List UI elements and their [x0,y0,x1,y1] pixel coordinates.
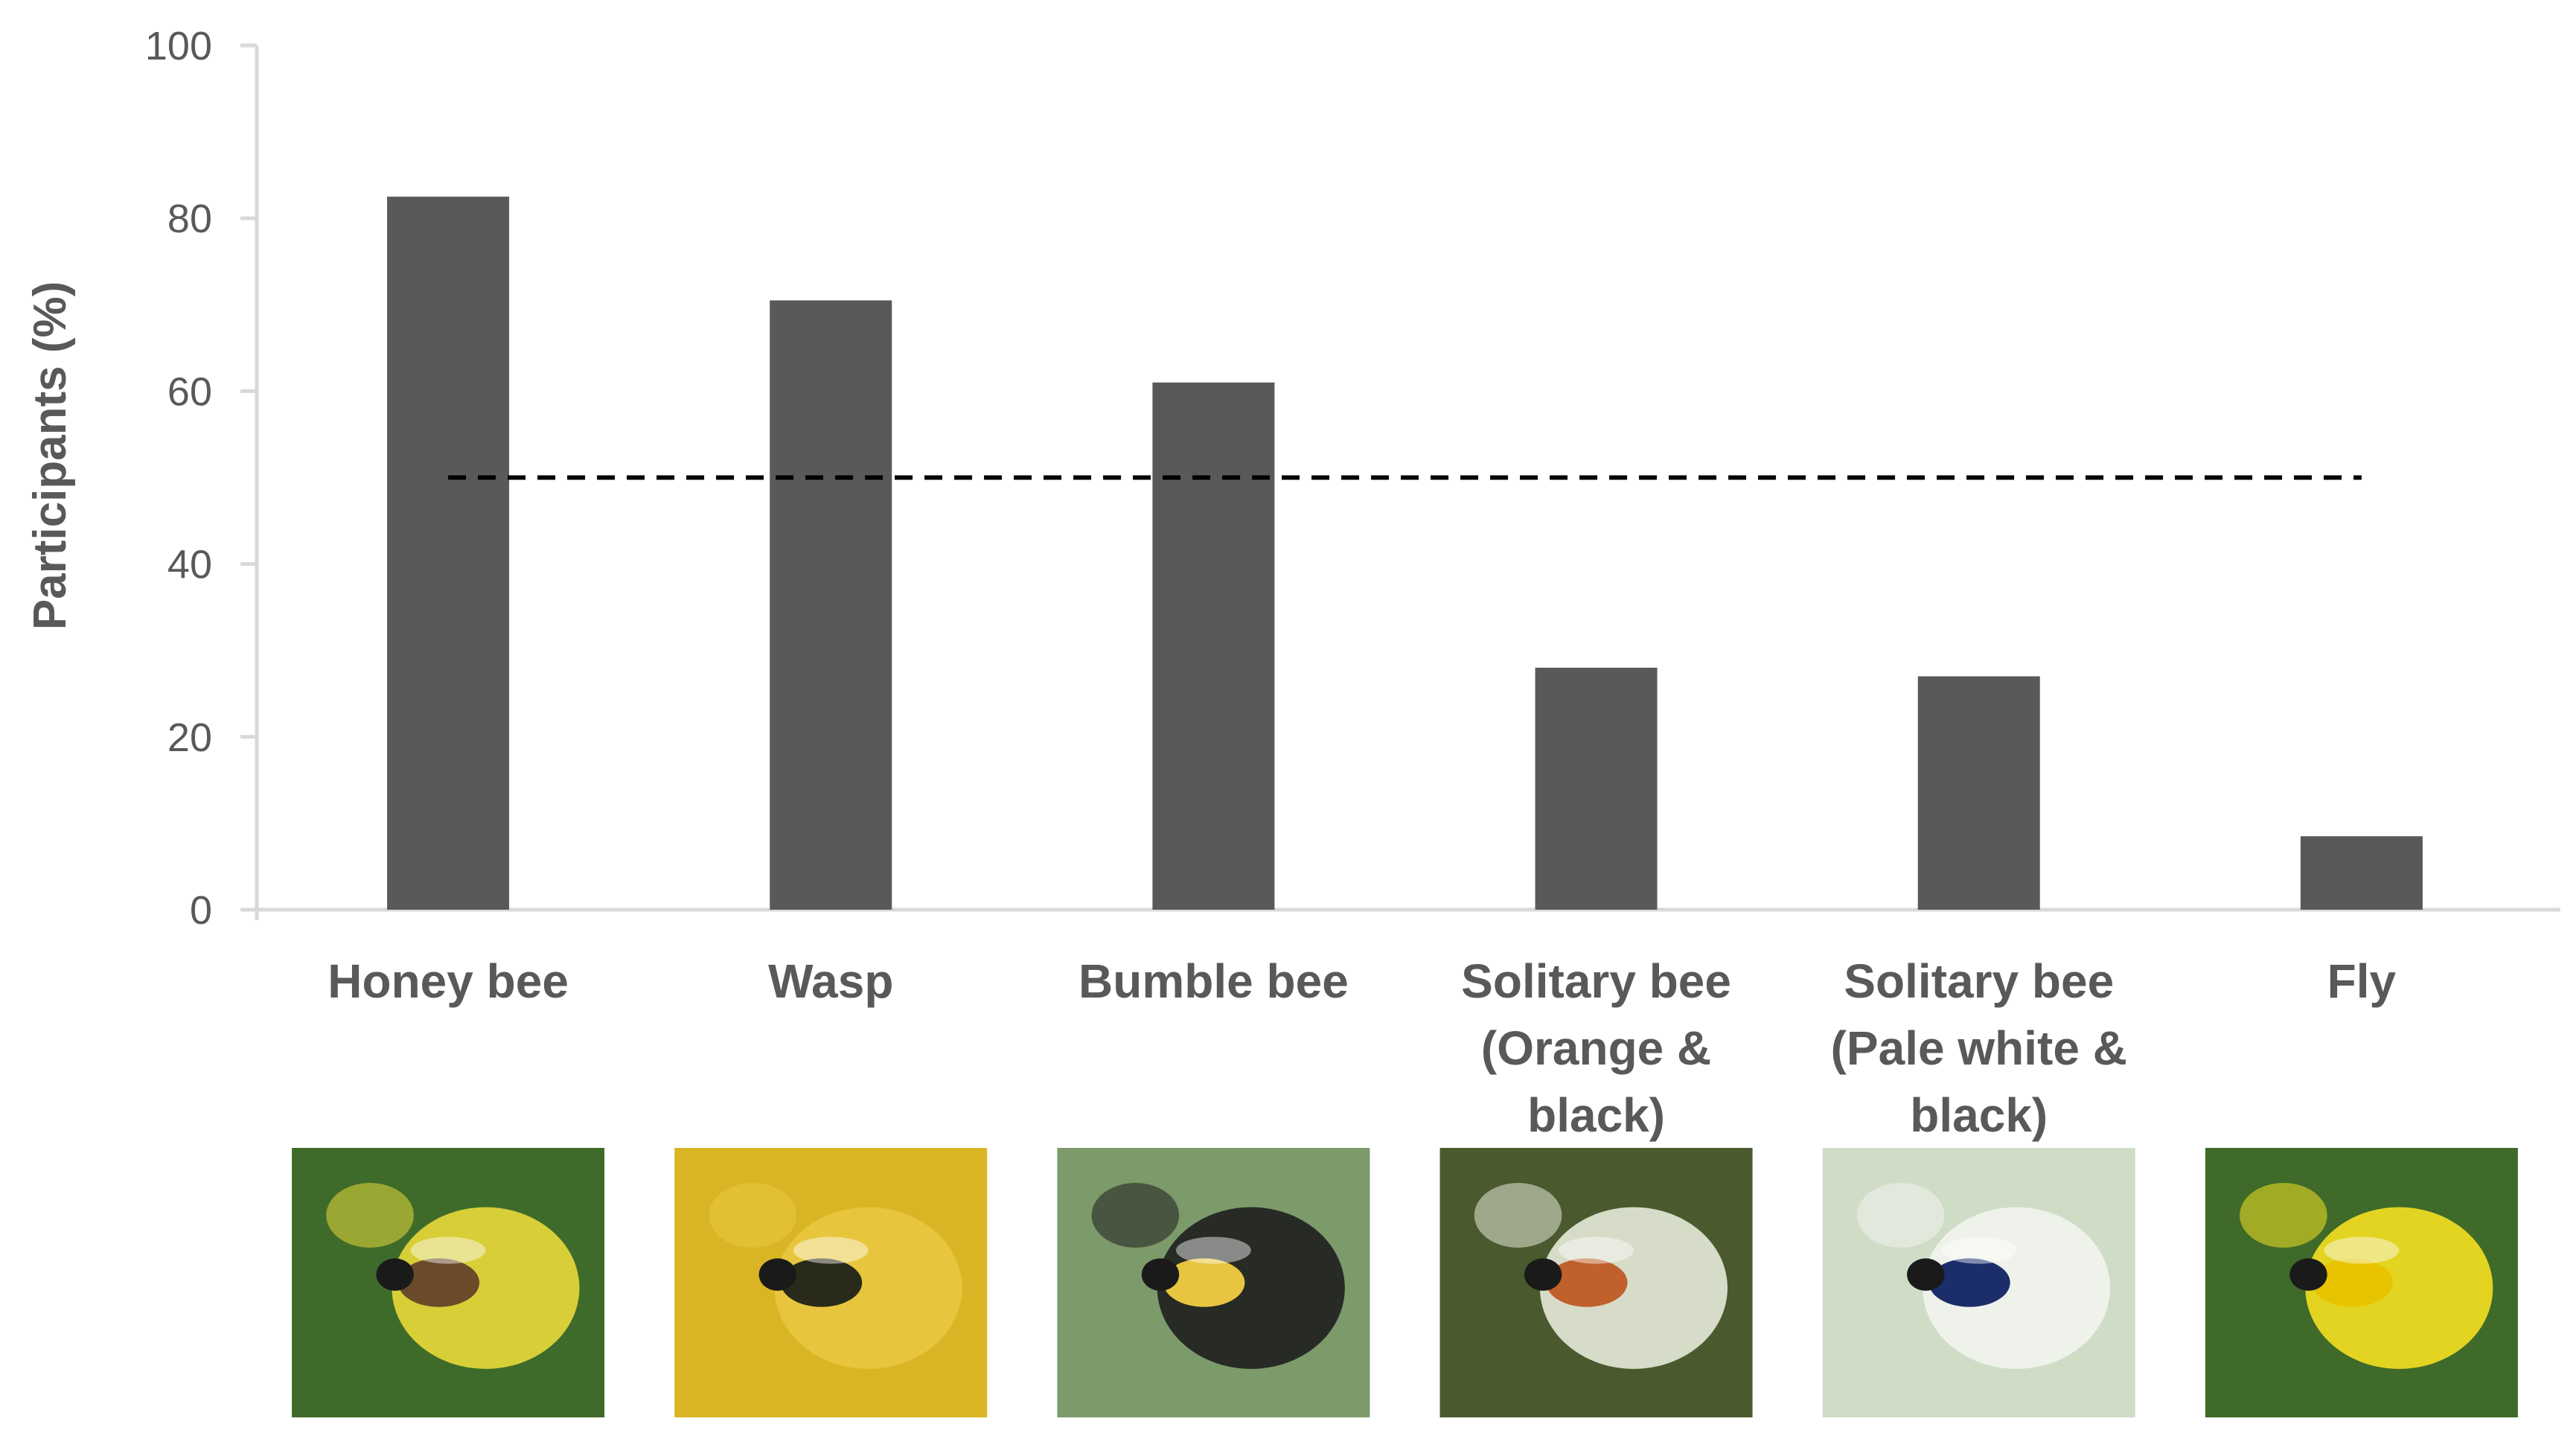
category-photos [292,1148,2518,1417]
y-tick-label: 60 [167,369,212,414]
category-labels: Honey bee Wasp Bumble bee Solitary bee (Oran… [327,954,2396,1142]
axes [245,45,2560,920]
y-tick-label: 100 [145,24,212,68]
y-tick-label: 80 [167,197,212,241]
bar [1152,382,1275,910]
category-label: Solitary bee (Pale white & black) [1831,954,2127,1142]
y-tick-labels: 0 20 40 60 80 100 [145,24,257,933]
bar [1535,667,1658,910]
category-label: Wasp [768,954,893,1008]
bar [2300,836,2423,910]
bars [387,197,2423,910]
bar [1917,676,2040,910]
y-tick-label: 20 [167,715,212,760]
bar [387,197,510,910]
bumble-bee-photo [1057,1148,1370,1417]
y-axis-title: Participants (%) [25,281,76,631]
category-label: Solitary bee (Orange & black) [1461,954,1731,1142]
y-tick-label: 0 [190,888,212,933]
category-label: Honey bee [327,954,569,1008]
category-label: Fly [2327,954,2397,1008]
fly-photo [2205,1148,2518,1417]
bar [770,300,892,910]
category-label: Bumble bee [1078,954,1349,1008]
orange-solitary-bee-photo [1439,1148,1753,1417]
pale-solitary-bee-photo [1822,1148,2135,1417]
y-tick-label: 40 [167,543,212,587]
honey-bee-photo [292,1148,605,1417]
wasp-photo [674,1148,988,1417]
